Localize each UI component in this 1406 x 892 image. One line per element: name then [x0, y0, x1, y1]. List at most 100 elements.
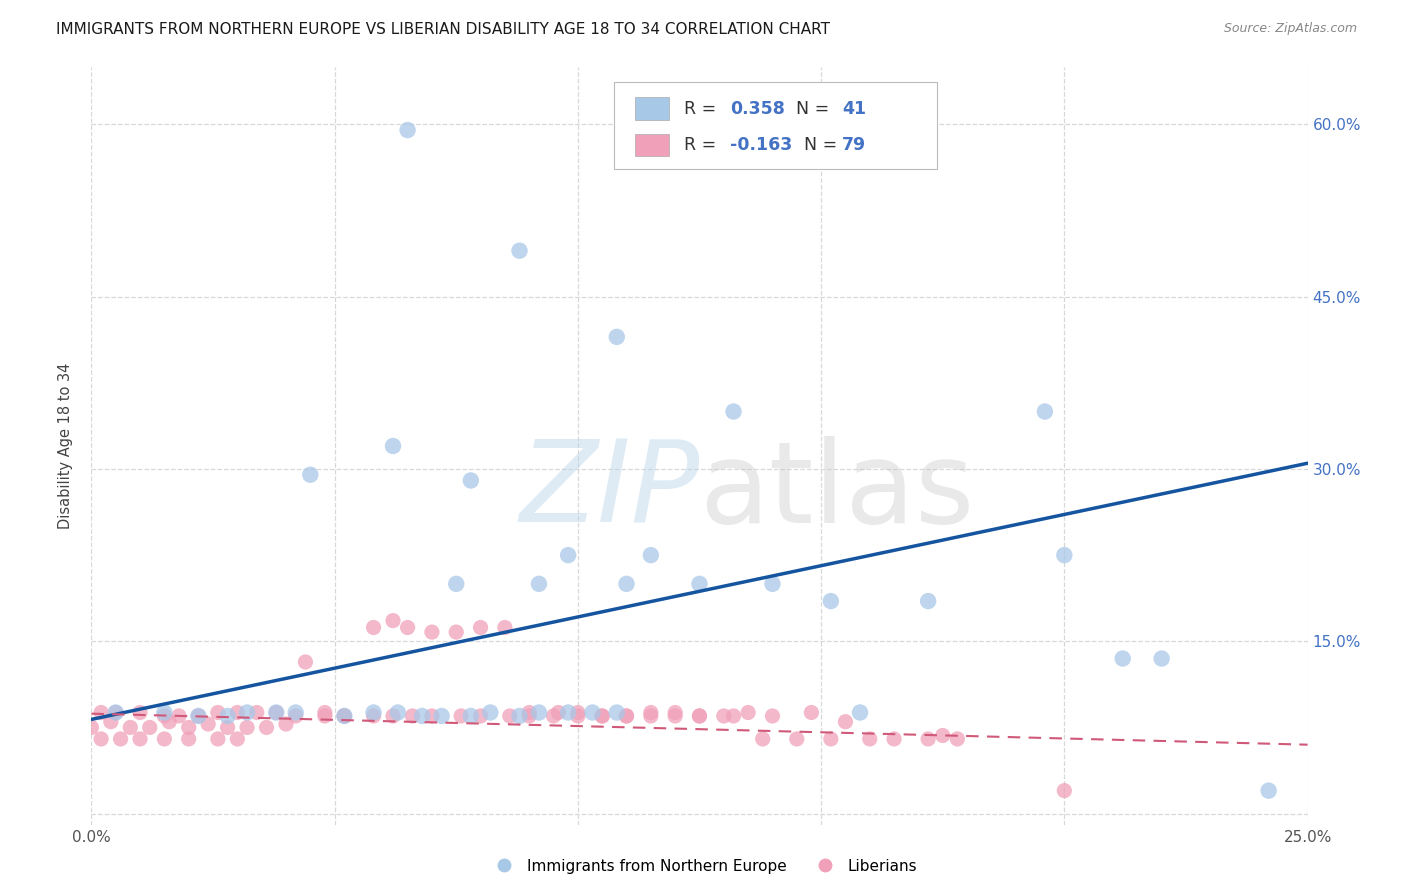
Point: [761, 709, 783, 723]
Point: [508, 709, 530, 723]
Point: [591, 709, 613, 723]
Y-axis label: Disability Age 18 to 34: Disability Age 18 to 34: [58, 363, 73, 529]
Point: [688, 709, 710, 723]
Point: [401, 709, 423, 723]
Point: [1033, 404, 1056, 418]
Point: [1150, 651, 1173, 665]
Point: [1112, 651, 1135, 665]
Point: [786, 731, 808, 746]
Point: [129, 731, 152, 746]
Point: [640, 706, 662, 720]
Point: [207, 706, 229, 720]
Point: [460, 709, 482, 723]
Point: [834, 714, 856, 729]
Point: [460, 474, 482, 488]
Point: [917, 594, 939, 608]
Point: [527, 577, 550, 591]
Point: [80, 721, 103, 735]
Point: [931, 729, 953, 743]
Point: [1053, 548, 1076, 562]
Point: [567, 709, 589, 723]
Point: [294, 655, 316, 669]
Point: [859, 731, 882, 746]
Point: [256, 721, 278, 735]
Point: [820, 731, 842, 746]
Point: [333, 709, 356, 723]
Point: [299, 467, 322, 482]
Point: [883, 731, 905, 746]
Point: [849, 706, 872, 720]
Point: [1053, 783, 1076, 797]
Point: [274, 717, 297, 731]
Text: N =: N =: [793, 136, 842, 154]
Point: [333, 709, 356, 723]
Point: [517, 706, 540, 720]
Point: [494, 620, 516, 634]
Text: R =: R =: [683, 100, 721, 118]
Point: [761, 577, 783, 591]
Point: [420, 709, 443, 723]
Point: [444, 625, 467, 640]
Point: [153, 709, 176, 723]
Point: [264, 706, 287, 720]
Point: [236, 721, 259, 735]
Point: [363, 620, 385, 634]
Point: [153, 731, 176, 746]
Point: [688, 577, 710, 591]
Point: [382, 439, 405, 453]
Point: [100, 714, 122, 729]
Point: [104, 706, 127, 720]
Point: [314, 706, 336, 720]
Point: [110, 731, 132, 746]
Point: [139, 721, 162, 735]
Point: [167, 709, 190, 723]
Point: [420, 625, 443, 640]
Point: [470, 709, 492, 723]
Text: 79: 79: [842, 136, 866, 154]
Point: [688, 709, 710, 723]
Text: 0.358: 0.358: [730, 100, 785, 118]
Point: [120, 721, 142, 735]
Point: [616, 577, 638, 591]
Point: [616, 709, 638, 723]
Point: [1257, 783, 1279, 797]
Point: [664, 706, 686, 720]
Point: [177, 721, 200, 735]
Point: [396, 123, 419, 137]
Text: -0.163: -0.163: [730, 136, 792, 154]
Point: [479, 706, 502, 720]
FancyBboxPatch shape: [636, 97, 669, 120]
Text: ZIP: ZIP: [519, 436, 699, 547]
Point: [314, 709, 336, 723]
Point: [713, 709, 735, 723]
Point: [640, 709, 662, 723]
Point: [616, 709, 638, 723]
Point: [363, 706, 385, 720]
Point: [284, 706, 307, 720]
Point: [236, 706, 259, 720]
Point: [104, 706, 127, 720]
Point: [751, 731, 773, 746]
Point: [217, 721, 239, 735]
Point: [246, 706, 269, 720]
Point: [382, 614, 405, 628]
Text: R =: R =: [683, 136, 721, 154]
Point: [591, 709, 613, 723]
Point: [226, 731, 249, 746]
Text: N =: N =: [785, 100, 834, 118]
Point: [207, 731, 229, 746]
Point: [517, 709, 540, 723]
Text: 41: 41: [842, 100, 866, 118]
Point: [664, 709, 686, 723]
Point: [157, 714, 180, 729]
Point: [640, 548, 662, 562]
Point: [90, 731, 112, 746]
Point: [606, 330, 628, 344]
Text: atlas: atlas: [699, 436, 974, 547]
Point: [917, 731, 939, 746]
Point: [581, 706, 603, 720]
Point: [946, 731, 969, 746]
Point: [187, 709, 209, 723]
Legend: Immigrants from Northern Europe, Liberians: Immigrants from Northern Europe, Liberia…: [482, 853, 924, 880]
Point: [396, 620, 419, 634]
